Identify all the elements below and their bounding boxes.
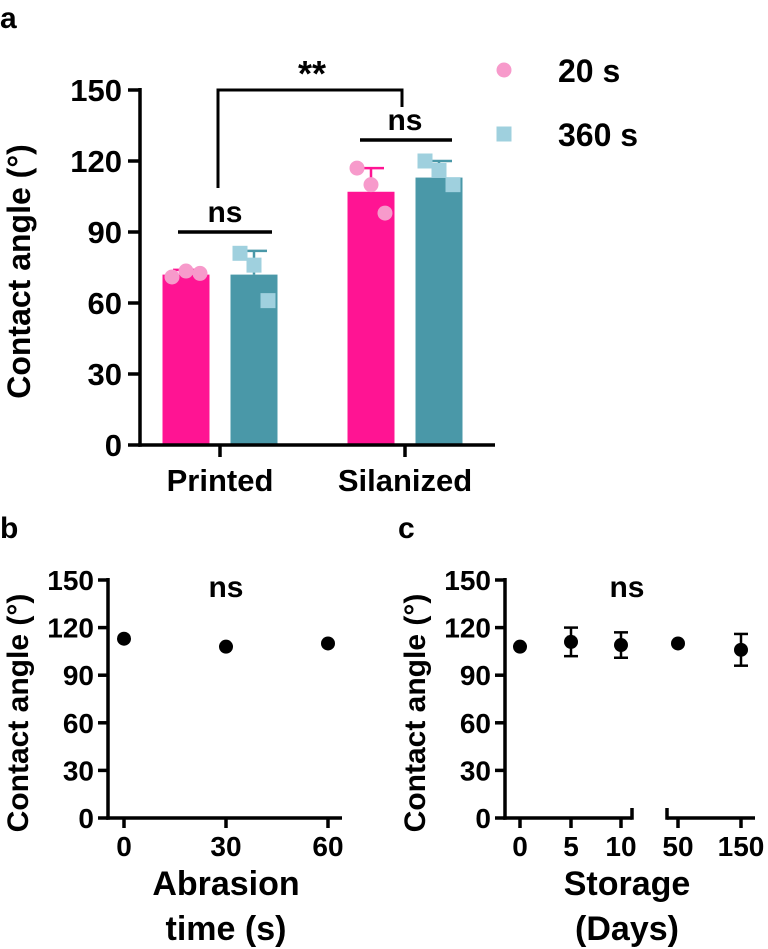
b-ytick-label: 0 — [78, 803, 94, 834]
c-data-point — [734, 642, 748, 657]
c-x-axis-label-line2: (Days) — [575, 910, 679, 948]
c-ytick-label: 60 — [460, 708, 491, 739]
a-x-category-label: Printed — [167, 463, 274, 498]
a-point-360s — [232, 245, 248, 261]
b-x-axis-label-line1: Abrasion — [152, 865, 299, 903]
panel-label-a: a — [0, 2, 17, 35]
a-x-category-label: Silanized — [338, 463, 472, 498]
panel-label-c: c — [398, 512, 415, 545]
a-ytick-label: 150 — [70, 73, 122, 108]
a-significance-stars: ** — [298, 53, 326, 94]
c-data-point — [671, 636, 685, 651]
b-xtick-label: 60 — [312, 831, 343, 862]
b-ytick-label: 150 — [47, 565, 94, 596]
a-ytick-label: 90 — [88, 215, 122, 250]
c-xtick-label: 0 — [512, 831, 528, 862]
c-xtick-label: 50 — [662, 831, 693, 862]
a-point-360s — [246, 257, 262, 273]
b-data-point — [219, 639, 233, 654]
b-ns-label: ns — [208, 571, 243, 604]
c-ytick-label: 120 — [444, 613, 491, 644]
c-xtick-label: 10 — [605, 831, 636, 862]
b-x-axis-label-line2: time (s) — [166, 910, 287, 948]
c-xtick-label: 5 — [563, 831, 579, 862]
a-point-20s — [349, 160, 365, 176]
b-ytick-label: 30 — [63, 755, 94, 786]
a-point-360s — [260, 293, 276, 309]
a-ytick-label: 0 — [105, 428, 122, 463]
c-data-point — [614, 638, 628, 653]
a-legend-marker-20s — [496, 62, 512, 78]
a-bar-pink — [162, 274, 210, 445]
c-y-axis-label: Contact angle (°) — [399, 594, 432, 833]
b-data-point — [321, 636, 335, 651]
a-point-20s — [377, 205, 393, 221]
a-point-360s — [431, 162, 447, 178]
c-ytick-label: 150 — [444, 565, 491, 596]
a-ytick-label: 120 — [70, 144, 122, 179]
a-significance-bracket — [216, 88, 404, 188]
c-xtick-label: 150 — [718, 831, 765, 862]
b-ytick-label: 60 — [63, 708, 94, 739]
a-bar-teal — [415, 177, 463, 446]
a-point-360s — [417, 153, 433, 169]
a-point-360s — [445, 177, 461, 193]
a-ytick-label: 60 — [88, 286, 122, 321]
c-ns-label: ns — [609, 571, 644, 604]
c-data-point — [513, 639, 527, 654]
c-ytick-label: 30 — [460, 755, 491, 786]
c-data-point — [564, 634, 578, 649]
a-y-axis-label: Contact angle (°) — [1, 144, 37, 399]
a-point-20s — [192, 265, 208, 281]
b-y-axis-label: Contact angle (°) — [2, 594, 35, 833]
a-ns-printed: ns — [207, 196, 242, 229]
b-xtick-label: 0 — [116, 831, 132, 862]
a-point-20s — [363, 177, 379, 193]
a-ns-silanized: ns — [387, 104, 422, 137]
c-x-axis-label-line1: Storage — [564, 865, 691, 903]
a-ytick-label: 30 — [88, 357, 122, 392]
a-point-20s — [164, 269, 180, 285]
a-legend-label-360s: 360 s — [558, 117, 638, 153]
a-legend-marker-360s — [496, 126, 512, 142]
b-ytick-label: 90 — [63, 660, 94, 691]
b-data-point — [117, 631, 131, 646]
panel-label-b: b — [0, 512, 18, 545]
a-legend-label-20s: 20 s — [558, 53, 620, 89]
a-bar-pink — [347, 191, 395, 445]
c-ytick-label: 0 — [475, 803, 491, 834]
c-ytick-label: 90 — [460, 660, 491, 691]
b-xtick-label: 30 — [210, 831, 241, 862]
b-ytick-label: 120 — [47, 613, 94, 644]
a-point-20s — [178, 263, 194, 279]
